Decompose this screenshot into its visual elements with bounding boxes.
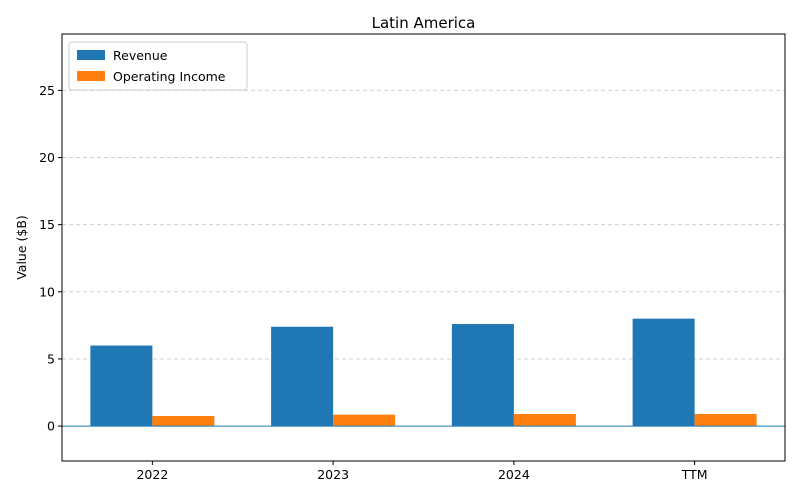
plot-frame (61, 33, 786, 462)
y-axis-ticks: 0 5 10 15 20 25 (39, 83, 62, 434)
bar-revenue (632, 318, 695, 427)
y-tick-label: 5 (47, 351, 55, 366)
bar-operating-income (152, 416, 215, 427)
bars (90, 318, 757, 427)
x-axis-ticks: 2022 2023 2024 TTM (136, 461, 708, 482)
bar-revenue (451, 324, 514, 427)
x-tick-label: 2023 (317, 467, 349, 482)
bar-operating-income (694, 414, 757, 427)
legend-swatch (77, 71, 105, 81)
y-tick-label: 15 (39, 217, 55, 232)
legend-label: Operating Income (113, 69, 226, 84)
x-tick-label: 2022 (136, 467, 168, 482)
legend-label: Revenue (113, 48, 168, 63)
chart-title: Latin America (372, 14, 476, 32)
bar-revenue (90, 345, 153, 427)
legend-swatch (77, 50, 105, 60)
legend-box (68, 41, 248, 91)
bar-operating-income (513, 414, 576, 427)
y-axis-label: Value ($B) (14, 215, 29, 280)
y-tick-label: 25 (39, 83, 55, 98)
legend: Revenue Operating Income (68, 41, 248, 91)
y-tick-label: 0 (47, 419, 55, 434)
y-tick-label: 20 (39, 150, 55, 165)
bar-revenue (271, 326, 334, 427)
x-tick-label: 2024 (498, 467, 530, 482)
x-tick-label: TTM (681, 467, 708, 482)
y-tick-label: 10 (39, 284, 55, 299)
bar-operating-income (333, 414, 396, 427)
